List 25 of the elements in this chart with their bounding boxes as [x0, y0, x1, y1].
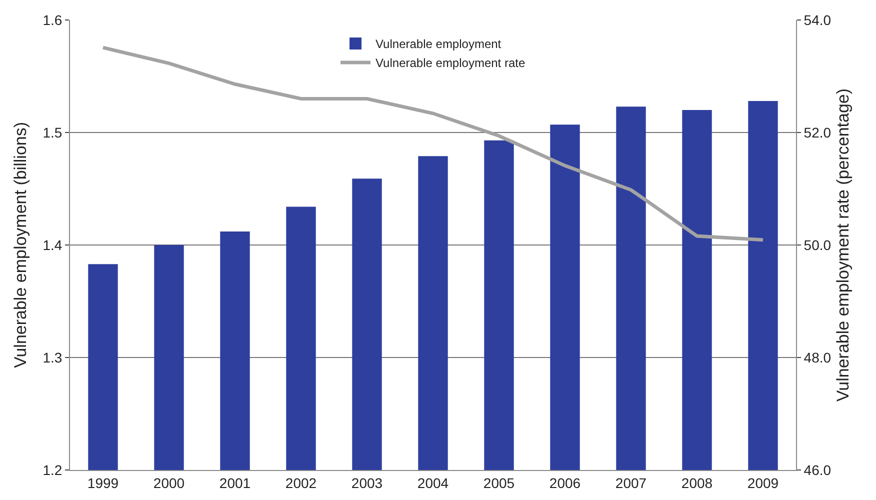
x-tick-label: 2008 — [681, 474, 713, 491]
legend-label: Vulnerable employment — [376, 37, 502, 52]
y2-tick-label: 48.0 — [804, 349, 832, 366]
x-tick-label: 1999 — [87, 474, 119, 491]
y2-tick-label: 50.0 — [804, 236, 832, 253]
y-tick-label: 1.4 — [42, 236, 62, 253]
y2-tick-label: 54.0 — [804, 12, 832, 28]
y-tick-label: 1.5 — [42, 124, 62, 140]
y-tick-label: 1.6 — [42, 12, 62, 28]
x-tick-label: 2006 — [549, 474, 581, 491]
y2-axis-title: Vulnerable employment rate (percentage) — [834, 88, 852, 402]
legend-label: Vulnerable employment rate — [376, 56, 526, 70]
x-tick-label: 2001 — [219, 474, 251, 491]
y2-tick-label: 46.0 — [804, 462, 832, 478]
x-tick-label: 2003 — [351, 474, 383, 491]
x-tick-label: 2000 — [153, 474, 185, 491]
x-tick-label: 2002 — [285, 474, 317, 491]
y-tick-label: 1.2 — [42, 462, 62, 478]
y-tick-label: 1.3 — [42, 349, 62, 366]
y-axis-title: Vulnerable employment (billions) — [11, 122, 30, 368]
x-tick-label: 2009 — [747, 474, 779, 491]
x-tick-label: 2007 — [615, 474, 647, 491]
x-tick-label: 2005 — [483, 474, 515, 491]
y2-tick-label: 52.0 — [804, 124, 832, 140]
x-tick-label: 2004 — [417, 474, 449, 491]
